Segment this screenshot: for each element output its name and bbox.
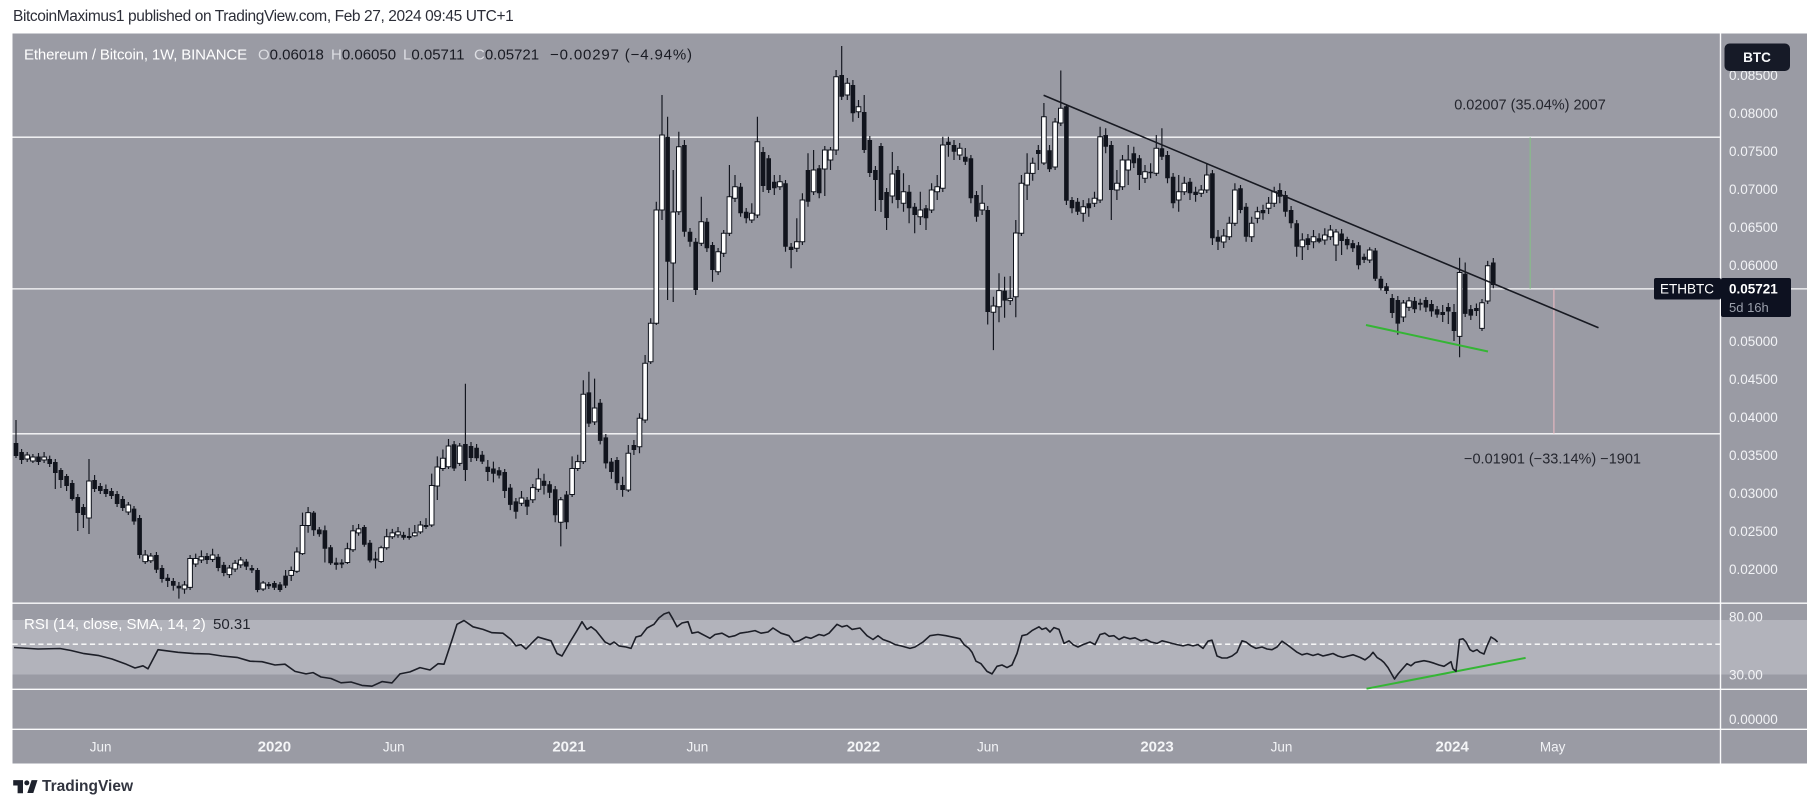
svg-text:H0.06050: H0.06050 bbox=[331, 47, 396, 64]
svg-text:2020: 2020 bbox=[258, 739, 291, 756]
svg-text:0.04500: 0.04500 bbox=[1729, 372, 1778, 387]
svg-text:2021: 2021 bbox=[552, 739, 585, 756]
svg-text:0.04000: 0.04000 bbox=[1729, 410, 1778, 425]
svg-text:0.03500: 0.03500 bbox=[1729, 448, 1778, 463]
svg-text:0.03000: 0.03000 bbox=[1729, 486, 1778, 501]
svg-text:2022: 2022 bbox=[847, 739, 880, 756]
svg-text:Ethereum / Bitcoin, 1W, BINANC: Ethereum / Bitcoin, 1W, BINANCE bbox=[24, 47, 247, 64]
svg-text:0.02007 (35.04%) 2007: 0.02007 (35.04%) 2007 bbox=[1454, 98, 1606, 114]
svg-text:−0.00297 (−4.94%): −0.00297 (−4.94%) bbox=[550, 47, 693, 64]
svg-text:0.06000: 0.06000 bbox=[1729, 258, 1778, 273]
svg-text:0.08500: 0.08500 bbox=[1729, 68, 1778, 83]
svg-text:O0.06018: O0.06018 bbox=[258, 47, 324, 64]
svg-text:2024: 2024 bbox=[1436, 739, 1470, 756]
svg-text:Jun: Jun bbox=[687, 740, 709, 755]
svg-text:30.00: 30.00 bbox=[1729, 668, 1763, 683]
svg-text:Jun: Jun bbox=[977, 740, 999, 755]
svg-text:ETHBTC: ETHBTC bbox=[1660, 281, 1714, 296]
svg-text:0.07500: 0.07500 bbox=[1729, 144, 1778, 159]
svg-text:0.00000: 0.00000 bbox=[1729, 712, 1778, 727]
svg-text:80.00: 80.00 bbox=[1729, 610, 1763, 625]
svg-text:5d 16h: 5d 16h bbox=[1729, 300, 1769, 315]
svg-text:Jun: Jun bbox=[383, 740, 405, 755]
svg-text:Jun: Jun bbox=[1271, 740, 1293, 755]
svg-text:50.31: 50.31 bbox=[213, 616, 251, 633]
svg-text:−0.01901 (−33.14%) −1901: −0.01901 (−33.14%) −1901 bbox=[1464, 451, 1641, 467]
svg-text:0.05721: 0.05721 bbox=[1729, 281, 1778, 296]
svg-text:Jun: Jun bbox=[90, 740, 112, 755]
svg-text:0.02000: 0.02000 bbox=[1729, 562, 1778, 577]
svg-text:0.02500: 0.02500 bbox=[1729, 524, 1778, 539]
svg-text:L0.05711: L0.05711 bbox=[403, 47, 464, 64]
svg-text:2023: 2023 bbox=[1140, 739, 1173, 756]
svg-text:0.06500: 0.06500 bbox=[1729, 220, 1778, 235]
svg-text:0.08000: 0.08000 bbox=[1729, 106, 1778, 121]
svg-text:RSI (14, close, SMA, 14, 2): RSI (14, close, SMA, 14, 2) bbox=[24, 616, 206, 633]
svg-text:May: May bbox=[1540, 740, 1566, 755]
svg-text:0.07000: 0.07000 bbox=[1729, 182, 1778, 197]
svg-text:C0.05721: C0.05721 bbox=[474, 47, 539, 64]
svg-text:0.05000: 0.05000 bbox=[1729, 334, 1778, 349]
svg-text:BTC: BTC bbox=[1743, 50, 1771, 65]
